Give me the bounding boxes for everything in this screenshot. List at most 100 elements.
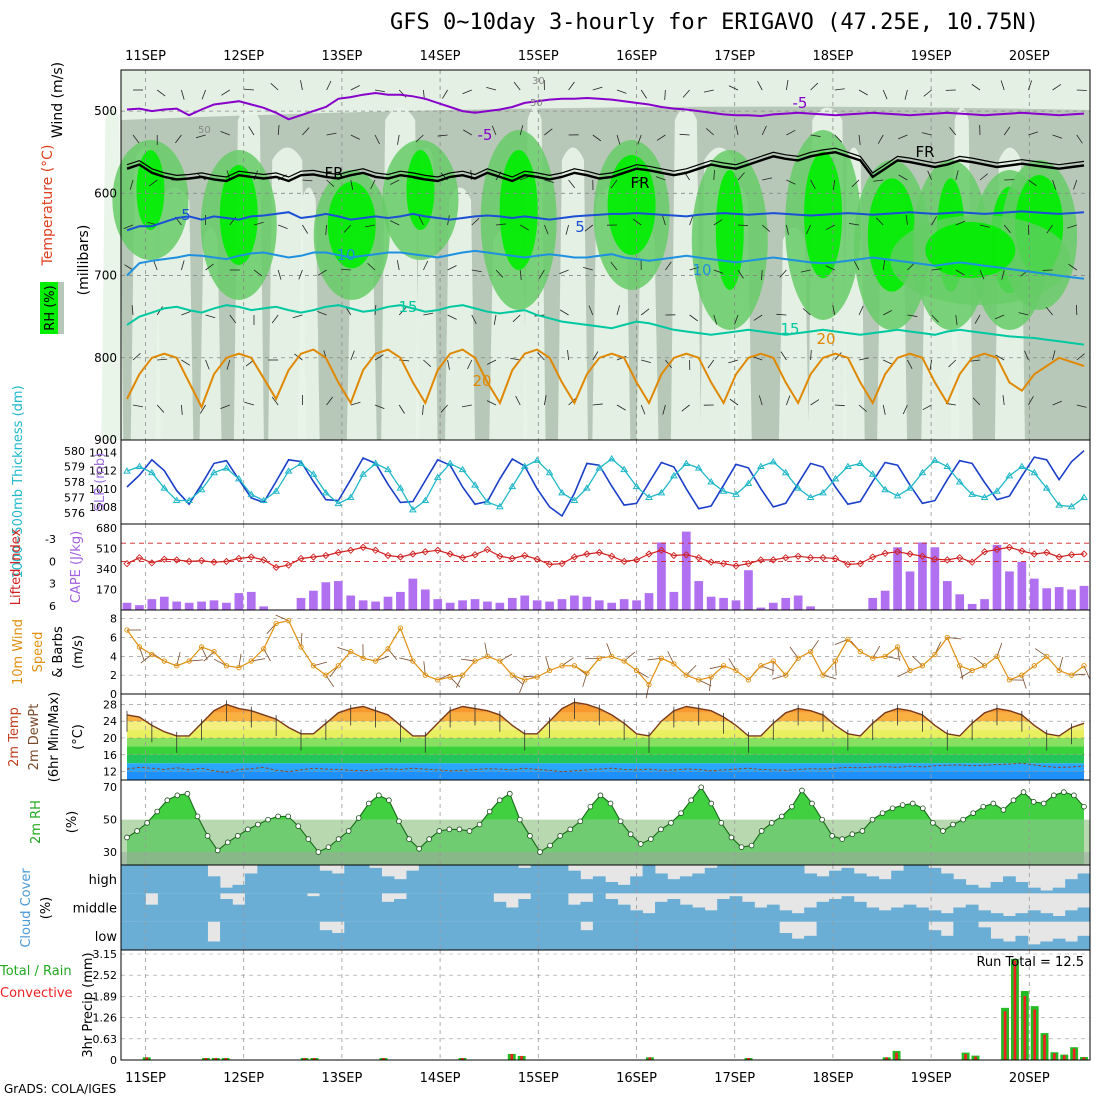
thickness-tick-label: 579	[64, 461, 85, 474]
cloud-bar	[1028, 910, 1041, 921]
cloud-bar	[655, 922, 668, 950]
cloud-bar	[220, 888, 233, 894]
cloud-bar	[593, 876, 606, 893]
rh-marker	[256, 822, 261, 827]
wind-tick-label: 8	[110, 613, 117, 626]
run-total-label: Run Total = 12.5	[976, 955, 1084, 970]
isotherm-label: 15	[398, 298, 417, 316]
temp-band	[121, 730, 1090, 738]
cape-bar	[148, 599, 157, 610]
rh-marker	[447, 827, 452, 832]
isotherm-label: FR	[324, 164, 343, 182]
cloud-bar	[506, 922, 519, 950]
cloud-bar	[245, 874, 258, 894]
rh-contour-label: 30	[532, 76, 545, 87]
cloud-bar	[841, 868, 854, 894]
cape-bar	[620, 599, 629, 610]
cape-bar	[384, 597, 393, 610]
precip-tick-label: 1.26	[93, 1012, 118, 1025]
cloud-bar	[618, 905, 631, 922]
lifted-tick-label: 6	[49, 600, 56, 613]
rh-marker	[538, 850, 543, 855]
cloud-bar	[170, 922, 183, 950]
precip-tick-label: 3.15	[93, 948, 118, 961]
date-label-top: 13SEP	[321, 49, 362, 64]
cloud-bar	[556, 893, 569, 921]
cape-tick-label: 170	[96, 584, 117, 597]
cape-bar	[1067, 590, 1076, 611]
cloud-bar	[1053, 939, 1066, 950]
cloud-bar	[531, 865, 544, 893]
cloud-bar	[382, 902, 395, 922]
y-axis-label-minmax: (6hr Min/Max)	[47, 692, 62, 782]
cloud-bar	[431, 922, 444, 950]
cloud-bar	[344, 893, 357, 921]
cloud-bar	[332, 874, 345, 894]
cloud-bar	[319, 930, 332, 950]
cape-bar	[471, 599, 480, 610]
cape-bar	[794, 596, 803, 610]
cloud-bar	[618, 922, 631, 950]
wind-barb	[1077, 90, 1087, 91]
cloud-bar	[518, 922, 531, 950]
cloud-bar	[195, 922, 208, 950]
cape-bar	[558, 599, 567, 610]
cloud-bar	[556, 865, 569, 893]
rh-marker	[910, 801, 915, 806]
precip-convective-bar	[1073, 1049, 1076, 1060]
cloud-bar	[705, 910, 718, 921]
rh-marker	[477, 822, 482, 827]
cape-bar	[222, 603, 231, 610]
cloud-bar	[730, 896, 743, 922]
cloud-bar	[1015, 913, 1028, 922]
cloud-bar	[319, 871, 332, 894]
date-label-top: 12SEP	[223, 49, 264, 64]
cloud-bar	[531, 922, 544, 950]
cloud-bar	[978, 888, 991, 894]
cape-bar	[483, 602, 492, 610]
cloud-bar	[568, 905, 581, 922]
cape-bar	[645, 593, 654, 610]
y-axis-label-dewpoint: 2m DewPt	[27, 704, 42, 771]
cape-bar	[172, 602, 181, 610]
y-axis-label-cloud: Cloud Cover	[19, 868, 34, 948]
rh-fill-low	[121, 852, 1090, 865]
lifted-tick-label: 3	[49, 578, 56, 591]
cloud-bar	[406, 922, 419, 950]
cloud-bar	[792, 939, 805, 950]
precip-tick-label: 0.63	[93, 1033, 118, 1046]
isotherm-label: 5	[575, 218, 585, 236]
cloud-bar	[518, 868, 531, 894]
rh-marker	[1011, 798, 1016, 803]
cloud-bar	[394, 879, 407, 893]
cloud-bar	[1028, 944, 1041, 950]
cloud-bar	[779, 865, 792, 893]
cloud-level-label: high	[89, 873, 117, 888]
cloud-bar	[469, 893, 482, 921]
cloud-bar	[680, 905, 693, 922]
rh-marker	[1061, 790, 1066, 795]
cloud-bar	[195, 893, 208, 921]
rh-marker	[961, 817, 966, 822]
cloud-bar	[121, 893, 134, 921]
cloud-bar	[655, 902, 668, 922]
cloud-bar	[966, 905, 979, 922]
isotherm-label: 5	[181, 206, 191, 224]
rh-saturated-area	[500, 150, 538, 270]
cloud-bar	[145, 905, 158, 922]
cape-bar	[259, 606, 268, 610]
cloud-bar	[854, 874, 867, 894]
date-label-top: 17SEP	[714, 49, 755, 64]
cape-bar	[595, 600, 604, 610]
rh-marker	[1041, 801, 1046, 806]
cloud-bar	[133, 893, 146, 921]
cloud-bar	[692, 908, 705, 922]
date-label-bottom: 15SEP	[518, 1071, 559, 1086]
rh-saturated-area	[925, 222, 1015, 278]
y-axis-label-precip: 3hr Precip (mm)	[81, 952, 96, 1057]
rh-marker	[618, 819, 623, 824]
rh-tick-label: 70	[103, 781, 117, 794]
cloud-bar	[183, 865, 196, 893]
rh-marker	[336, 837, 341, 842]
cloud-bar	[829, 871, 842, 894]
